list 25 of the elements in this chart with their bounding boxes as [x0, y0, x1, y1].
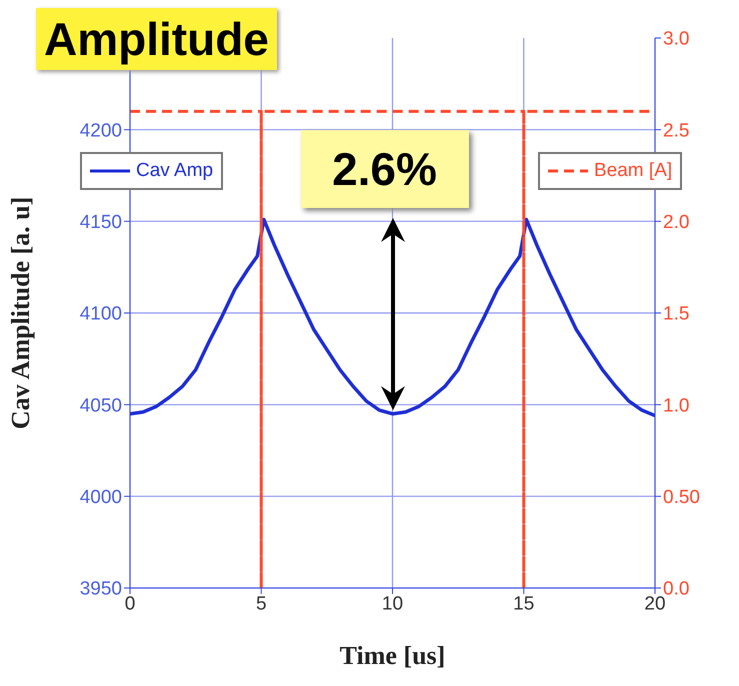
annotation: 2.6% [300, 130, 468, 208]
x-tick-label: 0 [124, 593, 136, 614]
y-tick-label: 4050 [80, 395, 122, 416]
y-tick-label: 4200 [80, 120, 122, 142]
y-tick-label: 4000 [80, 487, 122, 508]
y-tick-label: 4150 [80, 212, 122, 234]
y2-tick-label: 0.0 [663, 578, 690, 600]
legend-label: Beam [A] [594, 160, 672, 182]
y2-tick-label: 3.0 [663, 28, 690, 50]
chart-title: Amplitude [36, 8, 277, 70]
y2-tick-label: 2.0 [663, 212, 690, 234]
y2-tick-label: 1.5 [663, 304, 690, 325]
x-axis-title: Time [us] [340, 641, 446, 670]
y2-tick-label: 2.5 [663, 120, 690, 142]
line-series [130, 218, 655, 418]
x-tick-label: 5 [256, 593, 267, 614]
legend-label: Cav Amp [136, 160, 214, 182]
x-tick-label: 10 [382, 593, 404, 614]
y-axis-title: Cav Amplitude [a. u] [6, 196, 36, 430]
x-tick-label: 20 [644, 593, 666, 614]
y2-tick-label: 1.0 [663, 395, 690, 416]
x-tick-label: 15 [513, 593, 534, 614]
y2-tick-label: 0.50 [663, 487, 700, 508]
y-tick-label: 3950 [80, 578, 122, 600]
y-tick-label: 4100 [80, 304, 122, 325]
